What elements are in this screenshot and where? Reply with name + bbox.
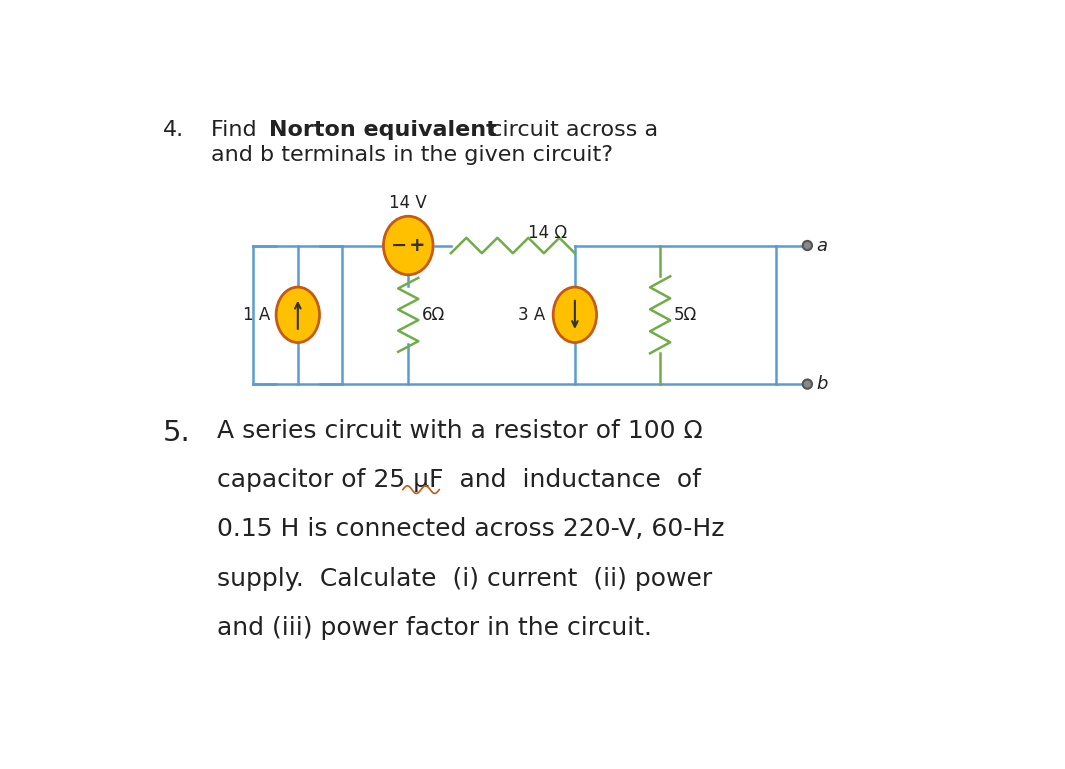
Text: 0.15 H is connected across 220-V, 60-Hz: 0.15 H is connected across 220-V, 60-Hz — [217, 518, 724, 541]
Text: 3 A: 3 A — [519, 306, 545, 324]
Text: b: b — [817, 375, 829, 393]
Text: 6Ω: 6Ω — [422, 306, 445, 324]
Text: supply.  Calculate  (i) current  (ii) power: supply. Calculate (i) current (ii) power — [217, 567, 712, 591]
Text: 1 A: 1 A — [243, 306, 269, 324]
Text: Norton equivalent: Norton equivalent — [268, 120, 496, 140]
Text: Find: Find — [211, 120, 263, 140]
Text: 5.: 5. — [163, 419, 191, 447]
Text: 14 Ω: 14 Ω — [528, 225, 568, 242]
Ellipse shape — [276, 287, 320, 342]
Text: +: + — [409, 236, 426, 255]
Circle shape — [803, 379, 812, 389]
Text: and (iii) power factor in the circuit.: and (iii) power factor in the circuit. — [217, 616, 652, 640]
Text: a: a — [817, 237, 828, 255]
Text: 4.: 4. — [163, 120, 183, 140]
Text: circuit across a: circuit across a — [484, 120, 658, 140]
Text: −: − — [391, 236, 407, 255]
Text: and b terminals in the given circuit?: and b terminals in the given circuit? — [211, 145, 612, 165]
Text: 14 V: 14 V — [390, 194, 427, 211]
Circle shape — [803, 241, 812, 250]
Text: capacitor of 25 μF  and  inductance  of: capacitor of 25 μF and inductance of — [217, 468, 701, 492]
Ellipse shape — [553, 287, 596, 342]
Text: 5Ω: 5Ω — [674, 306, 698, 324]
Ellipse shape — [383, 216, 433, 275]
Text: A series circuit with a resistor of 100 Ω: A series circuit with a resistor of 100 … — [217, 419, 703, 443]
